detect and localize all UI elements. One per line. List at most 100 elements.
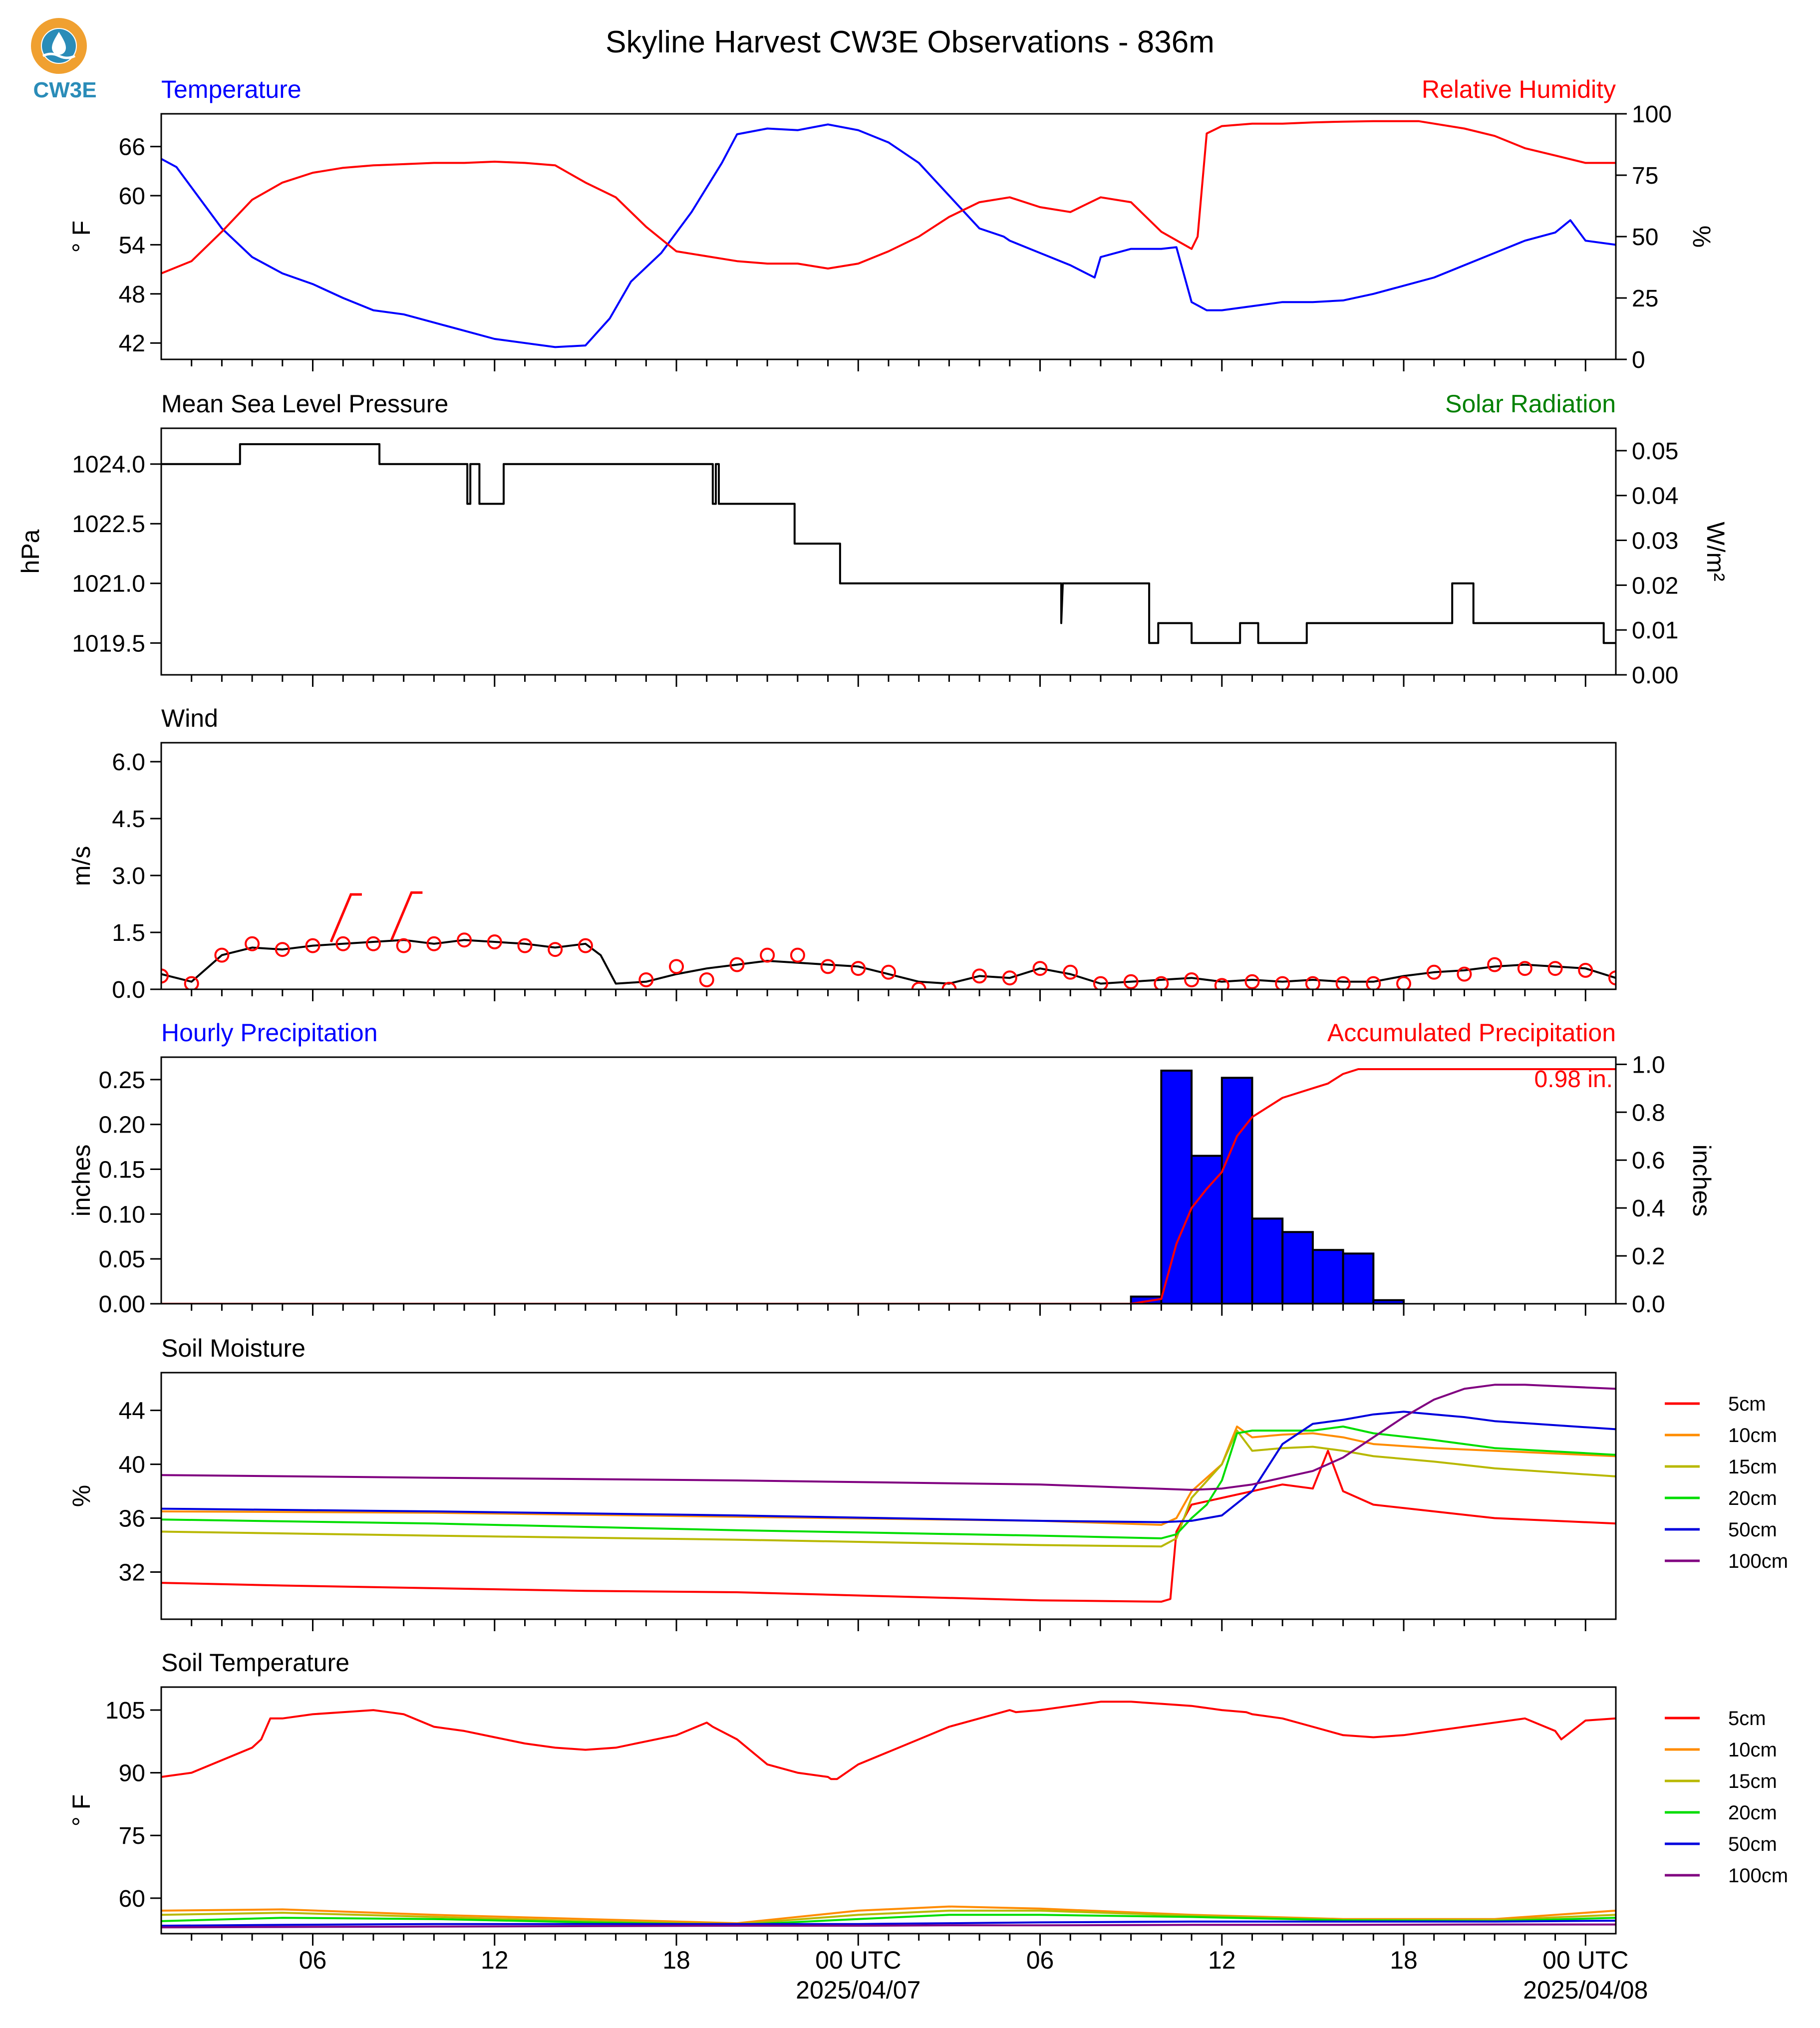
wind-marker (214, 947, 230, 963)
x-tick-label: 06 (1026, 1946, 1054, 1974)
wind-marker (1608, 970, 1616, 986)
precip-bar (1220, 1077, 1253, 1304)
x-tick-label: 18 (662, 1946, 690, 1974)
wind-marker (1032, 961, 1048, 976)
legend-label: 50cm (1728, 1519, 1777, 1541)
legend-label: 10cm (1728, 1739, 1777, 1761)
y-tick-label: 0.05 (99, 1246, 145, 1273)
legend-label: 10cm (1728, 1425, 1777, 1447)
y-tick-label: 40 (119, 1452, 145, 1478)
x-tick-label: 12 (481, 1946, 509, 1974)
plot-area (161, 1701, 1616, 1929)
precip-bar (1251, 1217, 1284, 1304)
panel-title-right: Solar Radiation (1445, 390, 1616, 418)
series-line-50cm (161, 1411, 1616, 1523)
y-tick-label-right: 0.2 (1632, 1243, 1665, 1270)
wind-marker (729, 957, 745, 972)
y-tick-label-right: 0.05 (1632, 438, 1678, 465)
y-tick-label: 0.20 (99, 1112, 145, 1139)
wind-marker (1275, 976, 1290, 989)
wind-marker (1002, 970, 1017, 986)
legend: 5cm 10cm 15cm 20cm 50cm 100cm (1665, 1393, 1788, 1572)
y-tick-label-right: 1.0 (1632, 1052, 1665, 1078)
precip-bar (1160, 1069, 1193, 1304)
panel-frame (160, 742, 1617, 990)
y-tick-label-right: 0.01 (1632, 617, 1678, 644)
x-tick-label: 18 (1390, 1946, 1418, 1974)
wind-marker (941, 982, 957, 989)
y-tick-label: 1022.5 (72, 511, 145, 538)
y-tick-label-right: 0.0 (1632, 1291, 1665, 1318)
x-tick-label: 06 (299, 1946, 327, 1974)
series-line-20cm (161, 1914, 1616, 1926)
y-tick-label-right: 0.4 (1632, 1195, 1665, 1222)
y-tick-label: 44 (119, 1398, 145, 1425)
y-tick-label: 3.0 (112, 863, 145, 889)
legend-label: 100cm (1728, 1550, 1788, 1572)
y-tick-label: 66 (119, 134, 145, 161)
y-tick-label-right: 75 (1632, 163, 1658, 189)
y-tick-label-right: 50 (1632, 224, 1658, 251)
wind-barb-icon (390, 891, 423, 941)
series-line-50cm (161, 1920, 1616, 1927)
y-tick-label: 42 (119, 330, 145, 357)
logo-ring-icon (31, 18, 87, 74)
panel-soil_moisture: Soil Moisture 32 36 40 44% 5cm 10cm 15cm 20cm 50c… (67, 1334, 1788, 1631)
wind-marker (275, 942, 290, 957)
y-tick-label-right: 0.02 (1632, 573, 1678, 599)
wind-marker (1214, 978, 1229, 989)
series-line-20cm (161, 1426, 1616, 1539)
wind-marker (517, 938, 533, 953)
legend-label: 50cm (1728, 1833, 1777, 1855)
panel-title-left: Soil Moisture (161, 1334, 305, 1362)
wind-marker (1093, 976, 1108, 989)
y-tick-label: 0.25 (99, 1067, 145, 1094)
wind-marker (881, 964, 896, 980)
y-axis-label: inches (67, 1145, 95, 1217)
y-tick-label: 1019.5 (72, 630, 145, 657)
y-tick-label: 6.0 (112, 749, 145, 776)
wind-marker (669, 959, 684, 974)
y-axis-label: ° F (67, 221, 95, 253)
wind-marker (578, 938, 593, 953)
x-tick-label: 00 UTC (1542, 1946, 1628, 1974)
wind-marker (972, 968, 987, 984)
legend-label: 15cm (1728, 1456, 1777, 1478)
wind-marker (1517, 961, 1532, 976)
wind-marker (487, 934, 502, 949)
wind-marker (790, 947, 805, 963)
y-tick-label: 60 (119, 183, 145, 210)
y-axis-label-right: inches (1688, 1145, 1716, 1217)
series-line-5cm (161, 1449, 1616, 1603)
panel-frame (160, 1686, 1617, 1935)
wind-marker (1366, 976, 1381, 989)
panel-frame (160, 113, 1617, 360)
panel-title-left: Hourly Precipitation (161, 1019, 378, 1047)
y-axis-label: ° F (67, 1794, 95, 1826)
panel-wind: Wind 0.0 1.5 3.0 4.5 6.0 m/s (67, 704, 1617, 1003)
legend-label: 20cm (1728, 1802, 1777, 1824)
y-tick-label: 54 (119, 232, 145, 259)
plot-area (161, 932, 1616, 989)
wind-marker (1154, 976, 1169, 989)
wind-marker (548, 942, 563, 957)
wind-marker (1123, 974, 1139, 989)
wind-marker (1578, 963, 1593, 978)
panel-frame (160, 427, 1617, 676)
y-tick-label: 0.15 (99, 1157, 145, 1183)
y-tick-label: 48 (119, 282, 145, 308)
series-line-15cm (161, 1430, 1616, 1548)
wind-marker (1244, 974, 1260, 989)
plot-area (161, 120, 1616, 348)
wind-marker (638, 972, 654, 987)
y-tick-label-right: 100 (1632, 101, 1672, 128)
y-tick-label-right: 0.03 (1632, 528, 1678, 555)
precip-bar (1281, 1231, 1314, 1304)
y-tick-label-right: 0.04 (1632, 483, 1678, 510)
accum-precip-annotation: 0.98 in. (1534, 1066, 1613, 1093)
y-axis-label-right: % (1688, 226, 1716, 248)
wind-marker (760, 947, 775, 963)
y-tick-label: 32 (119, 1560, 145, 1586)
